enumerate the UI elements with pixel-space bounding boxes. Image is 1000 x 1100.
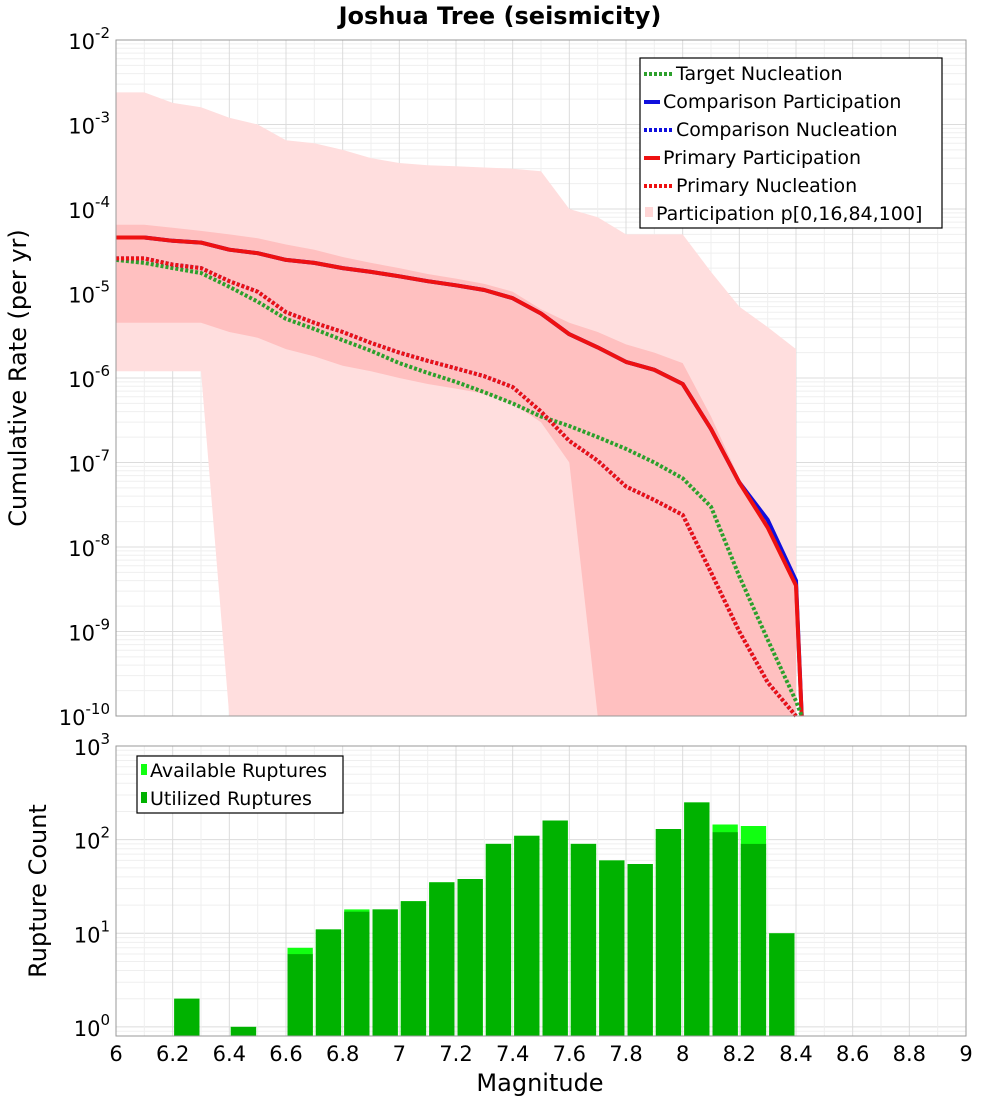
rate-y-tick-label: 10-5 — [68, 278, 110, 308]
rupture-y-tick-label: 102 — [74, 824, 110, 854]
rupture-y-tick-label: 103 — [74, 730, 110, 760]
legend-label-target-nucleation: Target Nucleation — [675, 63, 843, 85]
magnitude-x-tick-label: 6.6 — [269, 1042, 302, 1066]
rate-plot-frame — [115, 39, 967, 717]
bar-utilized-ruptures — [514, 835, 540, 1036]
series-line-target-nucleation — [115, 257, 804, 717]
magnitude-x-tick-label: 8 — [676, 1042, 689, 1066]
bar-utilized-ruptures — [627, 864, 653, 1036]
bar-utilized-ruptures — [230, 1026, 257, 1036]
series-line-primary-participation — [116, 235, 804, 717]
rate-y-tick-label: 10-3 — [68, 109, 110, 139]
bar-utilized-ruptures — [570, 843, 597, 1036]
rate-lines — [115, 235, 804, 718]
participation-band-1 — [116, 224, 796, 717]
magnitude-x-tick-label: 8.4 — [779, 1042, 812, 1066]
rupture-plot-frame — [115, 745, 967, 1037]
rate-panel: 10-10 10-9 10-8 10-7 10-6 10-5 10-4 10-3 10-2 Cu… — [4, 24, 967, 730]
rupture-y-ticks: 100 101 102 103 — [74, 730, 110, 1041]
bar-utilized-ruptures — [344, 911, 370, 1036]
rate-y-axis-label: Cumulative Rate (per yr) — [4, 229, 32, 527]
legend-swatch-available-ruptures — [141, 764, 147, 775]
rupture-bars — [174, 802, 795, 1036]
magnitude-x-tick-label: 7 — [393, 1042, 406, 1066]
bar-utilized-ruptures — [599, 860, 625, 1036]
rupture-legend-box — [136, 755, 344, 814]
legend-swatch-utilized-ruptures — [141, 792, 147, 803]
magnitude-x-ticks: 6 6.2 6.4 6.6 6.8 7 7.2 7.4 7.6 7.8 8 8.2 8.4 8.6 8.8 9 — [109, 1042, 972, 1066]
bar-utilized-ruptures — [769, 933, 795, 1036]
bar-utilized-ruptures — [542, 820, 568, 1036]
legend-label-primary-nucleation: Primary Nucleation — [676, 175, 857, 197]
bar-utilized-ruptures — [174, 998, 200, 1036]
rate-y-tick-label: 10-4 — [68, 193, 110, 223]
bar-utilized-ruptures — [372, 909, 398, 1036]
bar-utilized-ruptures — [712, 832, 738, 1036]
magnitude-x-tick-label: 7.4 — [496, 1042, 529, 1066]
bar-utilized-ruptures — [400, 901, 427, 1036]
rate-legend: Target Nucleation Comparison Participati… — [639, 57, 943, 229]
magnitude-x-tick-label: 6.8 — [326, 1042, 359, 1066]
magnitude-x-tick-label: 7.2 — [439, 1042, 472, 1066]
legend-label-available-ruptures: Available Ruptures — [150, 760, 327, 782]
rupture-y-axis-label: Rupture Count — [24, 804, 52, 978]
magnitude-x-tick-label: 9 — [959, 1042, 972, 1066]
bar-utilized-ruptures — [684, 802, 710, 1036]
bar-utilized-ruptures — [287, 954, 313, 1036]
legend-swatch-participation-band — [645, 207, 653, 217]
rate-y-tick-label: 10-9 — [68, 616, 110, 646]
rate-legend-box — [639, 57, 943, 229]
magnitude-x-tick-label: 7.8 — [609, 1042, 642, 1066]
magnitude-x-tick-label: 6 — [109, 1042, 122, 1066]
rupture-legend: Available Ruptures Utilized Ruptures — [136, 755, 344, 814]
bar-utilized-ruptures — [315, 929, 342, 1036]
legend-label-primary-participation: Primary Participation — [663, 147, 861, 169]
rupture-count-panel: 100 101 102 103 6 6.2 6.4 6.6 6.8 7 7.2 7.4 7.6 7.8 8… — [24, 730, 973, 1097]
rate-y-tick-label: 10-7 — [68, 447, 110, 477]
magnitude-x-axis-label: Magnitude — [476, 1069, 603, 1097]
magnitude-x-tick-label: 8.2 — [723, 1042, 756, 1066]
rupture-grid — [115, 746, 967, 1037]
rate-bands — [116, 92, 796, 717]
magnitude-x-tick-label: 6.2 — [156, 1042, 189, 1066]
bar-utilized-ruptures — [655, 829, 682, 1036]
legend-label-comparison-nucleation: Comparison Nucleation — [676, 119, 898, 141]
bar-utilized-ruptures — [457, 879, 483, 1036]
rate-y-tick-label: 10-10 — [59, 700, 110, 730]
bar-utilized-ruptures — [740, 843, 767, 1036]
rate-y-tick-label: 10-2 — [68, 24, 110, 54]
magnitude-x-tick-label: 6.4 — [213, 1042, 246, 1066]
series-line-primary-nucleation — [116, 256, 798, 718]
magnitude-x-tick-label: 8.8 — [893, 1042, 926, 1066]
bar-utilized-ruptures — [485, 843, 512, 1036]
legend-label-comparison-participation: Comparison Participation — [663, 91, 901, 113]
magnitude-x-tick-label: 7.6 — [553, 1042, 586, 1066]
rate-y-ticks: 10-10 10-9 10-8 10-7 10-6 10-5 10-4 10-3 10-2 — [59, 24, 110, 730]
rupture-y-tick-label: 101 — [74, 917, 110, 947]
rupture-y-tick-label: 100 — [74, 1011, 110, 1041]
rate-y-tick-label: 10-8 — [68, 531, 110, 561]
bar-utilized-ruptures — [429, 882, 455, 1036]
magnitude-x-tick-label: 8.6 — [836, 1042, 869, 1066]
chart-title: Joshua Tree (seismicity) — [337, 2, 662, 30]
rate-y-tick-label: 10-6 — [68, 362, 110, 392]
legend-label-participation-band: Participation p[0,16,84,100] — [656, 203, 922, 225]
legend-label-utilized-ruptures: Utilized Ruptures — [150, 788, 312, 810]
